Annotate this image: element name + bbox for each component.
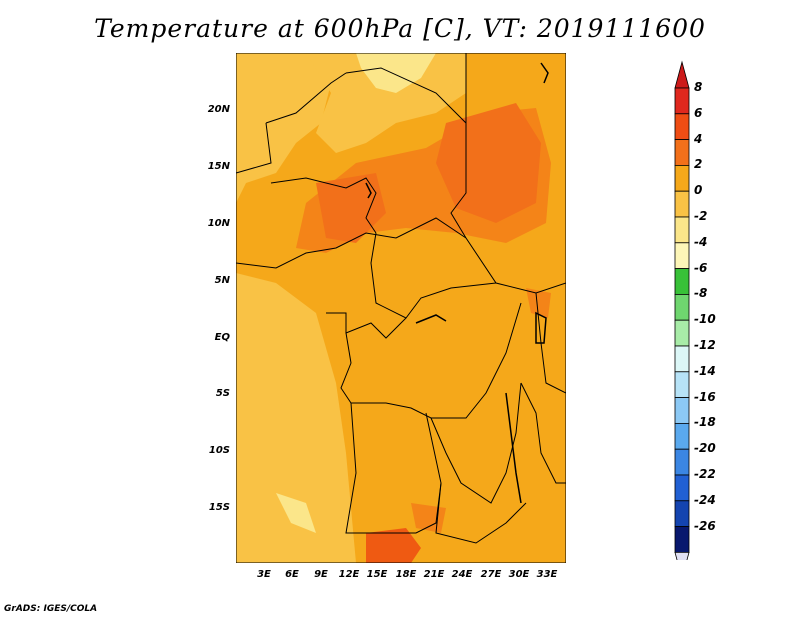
colorbar-box <box>674 397 690 424</box>
lon-label-12e: 12E <box>338 569 360 580</box>
colorbar-box <box>674 268 690 295</box>
warm-region-nigeria <box>316 173 386 243</box>
colorbar-boxes <box>674 60 690 560</box>
colorbar-label: -18 <box>694 415 716 430</box>
colorbar-label: 6 <box>694 105 703 120</box>
lon-label-15e: 15E <box>366 569 388 580</box>
coastlines-lakes <box>365 62 549 504</box>
colorbar-box <box>674 448 690 476</box>
colorbar-box <box>674 242 690 270</box>
colorbar-label: -8 <box>694 286 708 301</box>
light-region-west <box>236 53 331 203</box>
colorbar-label: -26 <box>694 518 716 533</box>
pale-region-south <box>276 493 316 533</box>
country-borders <box>236 53 566 563</box>
map-title: Temperature at 600hPa [C], VT: 201911160… <box>94 14 706 43</box>
lon-label-33e: 33E <box>536 569 558 580</box>
warm-region-east <box>526 288 551 318</box>
colorbar-label: -6 <box>694 260 708 275</box>
colorbar-label: 2 <box>694 157 703 172</box>
colorbar-label: -10 <box>694 312 716 327</box>
colorbar-label: -16 <box>694 389 716 404</box>
colorbar-box <box>674 371 690 398</box>
lon-label-24e: 24E <box>451 569 473 580</box>
colorbar-box <box>674 216 690 244</box>
colorbar-box <box>674 500 690 527</box>
lat-label-5s: 5S <box>215 388 230 399</box>
footer-credit: GrADS: IGES/COLA <box>4 604 98 614</box>
temperature-map <box>236 53 566 563</box>
lat-label-5n: 5N <box>214 275 230 286</box>
lat-label-15s: 15S <box>208 502 230 513</box>
lat-label-10n: 10N <box>207 218 230 229</box>
light-region-atlantic <box>236 273 356 563</box>
colorbar-box <box>674 422 690 450</box>
light-region-sahara <box>306 53 466 153</box>
lon-label-27e: 27E <box>480 569 502 580</box>
lat-label-10s: 10S <box>208 445 230 456</box>
colorbar-label: -20 <box>694 441 716 456</box>
warm-region-chad <box>436 103 541 223</box>
lon-label-3e: 3E <box>257 569 271 580</box>
colorbar-label: -12 <box>694 338 716 352</box>
colorbar-label: 8 <box>694 80 703 94</box>
colorbar-box <box>674 474 690 502</box>
colorbar-label: -4 <box>694 234 708 249</box>
colorbar-label: 0 <box>694 183 703 198</box>
lon-label-18e: 18E <box>395 569 417 580</box>
lat-label-eq: EQ <box>214 332 230 343</box>
colorbar-box <box>674 190 690 218</box>
colorbar-top-arrow <box>674 60 690 89</box>
colorbar-label: -2 <box>694 209 708 223</box>
lat-label-15n: 15N <box>207 161 230 172</box>
colorbar-box <box>674 526 690 553</box>
hot-region-south <box>366 528 421 563</box>
colorbar-box <box>674 113 690 140</box>
lon-label-6e: 6E <box>285 569 299 580</box>
colorbar-box <box>674 165 690 192</box>
colorbar-box <box>674 87 690 115</box>
lon-label-30e: 30E <box>508 569 530 580</box>
colorbar-label: -22 <box>694 467 716 481</box>
colorbar-bottom-arrow <box>674 552 690 560</box>
lon-label-9e: 9E <box>314 569 328 580</box>
colorbar-box <box>674 319 690 347</box>
colorbar-label: -24 <box>694 492 716 507</box>
colorbar-box <box>674 139 690 166</box>
colorbar-label: 4 <box>694 131 703 146</box>
colorbar-box <box>674 293 690 321</box>
lon-label-21e: 21E <box>423 569 445 580</box>
pale-region-north <box>356 53 436 93</box>
lat-label-20n: 20N <box>207 104 230 115</box>
colorbar-box <box>674 345 690 373</box>
colorbar-label: -14 <box>694 363 716 378</box>
colorbar <box>674 60 690 560</box>
